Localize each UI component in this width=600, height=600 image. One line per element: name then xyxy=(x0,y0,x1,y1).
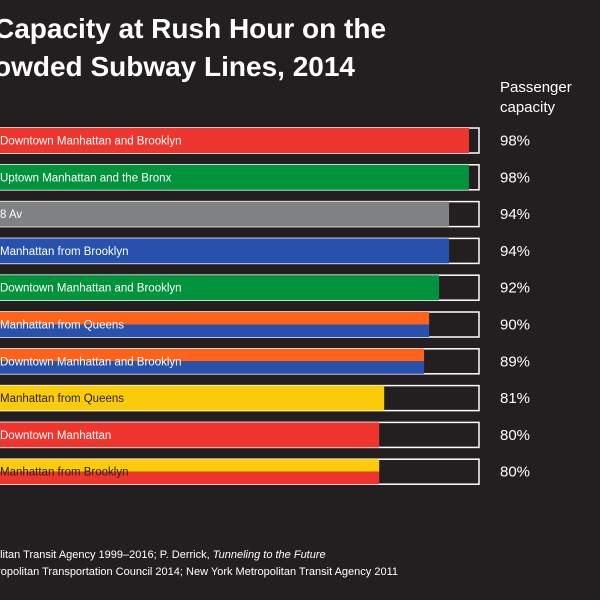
bar-row: Downtown Manhattan and Brooklyn 92% xyxy=(0,274,530,301)
bar-row: Manhattan from Brooklyn 94% xyxy=(0,237,530,265)
bar-row: Manhattan from Queens 81% xyxy=(0,384,530,412)
value-label: 92% xyxy=(500,280,530,297)
bar-row: Downtown Manhattan and Brooklyn 98% xyxy=(0,127,530,154)
bar-label: Downtown Manhattan and Brooklyn xyxy=(0,356,182,368)
bar xyxy=(0,324,430,337)
bar-row: Uptown Manhattan and the Bronx 98% xyxy=(0,164,530,191)
source-book-title: Tunneling to the Future xyxy=(212,549,326,561)
bar xyxy=(0,164,470,190)
bar-row: Downtown Manhattan 80% xyxy=(0,421,530,449)
bar xyxy=(0,312,430,325)
chart-title-line-2: owded Subway Lines, 2014 xyxy=(0,51,356,82)
bar-row: Manhattan from Queens 90% xyxy=(0,311,530,338)
bar-label: Manhattan from Queens xyxy=(0,393,124,405)
value-column-header-line-1: Passenger xyxy=(500,79,572,96)
value-label: 98% xyxy=(500,133,530,150)
source-note: olitan Transit Agency 1999–2016; P. Derr… xyxy=(0,547,600,581)
bar-label: Uptown Manhattan and the Bronx xyxy=(0,172,172,184)
bar xyxy=(0,459,380,472)
bar xyxy=(0,238,450,264)
chart-title-line-1: Capacity at Rush Hour on the xyxy=(0,13,387,44)
value-label: 81% xyxy=(500,390,530,407)
value-label: 90% xyxy=(500,317,530,334)
bar-row: Downtown Manhattan and Brooklyn 89% xyxy=(0,348,530,375)
bar-label: Downtown Manhattan xyxy=(0,430,111,442)
bar xyxy=(0,275,440,301)
bar-label: Manhattan from Brooklyn xyxy=(0,246,128,258)
value-label: 98% xyxy=(500,169,530,186)
bar xyxy=(0,128,470,153)
value-column-header-line-2: capacity xyxy=(500,99,556,116)
bar-label: Downtown Manhattan and Brooklyn xyxy=(0,136,182,148)
bar-label: Manhattan from Brooklyn xyxy=(0,467,128,479)
value-label: 80% xyxy=(500,464,530,481)
bar xyxy=(0,361,425,374)
value-column-header: Passenger capacity xyxy=(500,78,595,118)
source-line-1: olitan Transit Agency 1999–2016; P. Derr… xyxy=(0,549,326,561)
bar xyxy=(0,471,380,485)
value-label: 89% xyxy=(500,353,530,370)
bar xyxy=(0,385,385,411)
bar-row: Manhattan from Brooklyn 80% xyxy=(0,458,530,485)
bar-label: Downtown Manhattan and Brooklyn xyxy=(0,283,182,295)
value-label: 94% xyxy=(500,243,530,260)
value-label: 80% xyxy=(500,427,530,444)
bar-label: 8 Av xyxy=(0,209,22,221)
bar-row: 8 Av 94% xyxy=(0,200,530,228)
source-line-2: tropolitan Transportation Council 2014; … xyxy=(0,566,398,578)
chart-title: Capacity at Rush Hour on the owded Subwa… xyxy=(0,10,464,86)
bar xyxy=(0,348,425,362)
bar xyxy=(0,422,380,448)
bar xyxy=(0,201,450,227)
value-label: 94% xyxy=(500,206,530,223)
bar-label: Manhattan from Queens xyxy=(0,320,124,332)
